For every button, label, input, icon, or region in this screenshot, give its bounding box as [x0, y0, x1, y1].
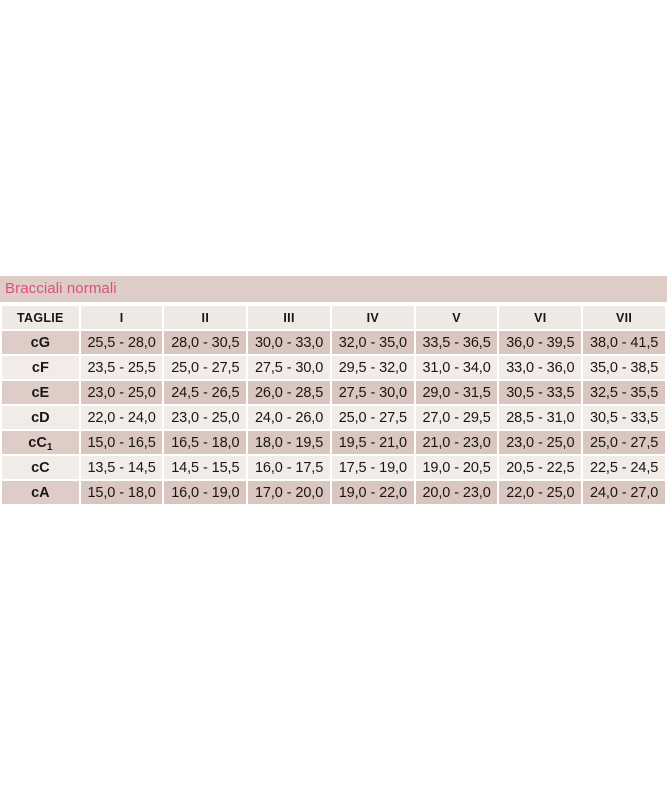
table-cell: 20,5 - 22,5: [499, 456, 582, 479]
table-cell: 30,0 - 33,0: [248, 331, 330, 354]
table-cell: 20,0 - 23,0: [415, 481, 498, 504]
row-label-cf: cF: [2, 356, 79, 379]
table-cell: 25,0 - 27,5: [583, 431, 665, 454]
table-cell: 36,0 - 39,5: [499, 331, 582, 354]
size-table-figure: Bracciali normali TAGLIE I II III IV V V…: [0, 276, 667, 506]
table-cell: 21,0 - 23,0: [415, 431, 498, 454]
table-cell: 28,5 - 31,0: [499, 406, 582, 429]
table-cell: 23,0 - 25,0: [80, 381, 163, 404]
row-label-cc: cC: [2, 456, 79, 479]
table-cell: 15,0 - 18,0: [80, 481, 163, 504]
table-cell: 23,0 - 25,0: [164, 406, 247, 429]
table-cell: 30,5 - 33,5: [583, 406, 665, 429]
table-cell: 19,5 - 21,0: [331, 431, 414, 454]
table-cell: 16,0 - 19,0: [164, 481, 247, 504]
table-cell: 30,5 - 33,5: [499, 381, 582, 404]
table-cell: 28,0 - 30,5: [164, 331, 247, 354]
table-row: cE 23,0 - 25,0 24,5 - 26,5 26,0 - 28,5 27,5 …: [2, 381, 665, 404]
table-cell: 23,5 - 25,5: [80, 356, 163, 379]
row-label-ca: cA: [2, 481, 79, 504]
row-label-ce: cE: [2, 381, 79, 404]
table-cell: 32,0 - 35,0: [331, 331, 414, 354]
table-cell: 25,0 - 27,5: [164, 356, 247, 379]
table-cell: 26,0 - 28,5: [248, 381, 330, 404]
table-body: cG 25,5 - 28,0 28,0 - 30,5 30,0 - 33,0 32,0 …: [2, 331, 665, 504]
table-cell: 38,0 - 41,5: [583, 331, 665, 354]
table-cell: 22,0 - 24,0: [80, 406, 163, 429]
table-cell: 16,5 - 18,0: [164, 431, 247, 454]
table-header-row: TAGLIE I II III IV V VI VII: [2, 306, 665, 329]
column-header-taglie: TAGLIE: [2, 306, 79, 329]
cuff-size-table: TAGLIE I II III IV V VI VII cG 25,5 - 28,…: [0, 304, 667, 506]
table-cell: 33,5 - 36,5: [415, 331, 498, 354]
table-title: Bracciali normali: [5, 280, 117, 297]
row-label-cc1: cC1: [2, 431, 79, 454]
table-cell: 19,0 - 20,5: [415, 456, 498, 479]
table-cell: 27,5 - 30,0: [331, 381, 414, 404]
table-cell: 33,0 - 36,0: [499, 356, 582, 379]
table-cell: 16,0 - 17,5: [248, 456, 330, 479]
table-cell: 17,0 - 20,0: [248, 481, 330, 504]
table-cell: 13,5 - 14,5: [80, 456, 163, 479]
table-cell: 22,5 - 24,5: [583, 456, 665, 479]
table-cell: 23,0 - 25,0: [499, 431, 582, 454]
table-row: cA 15,0 - 18,0 16,0 - 19,0 17,0 - 20,0 19,0 …: [2, 481, 665, 504]
table-row: cC 13,5 - 14,5 14,5 - 15,5 16,0 - 17,5 17,5 …: [2, 456, 665, 479]
column-header-ii: II: [164, 306, 247, 329]
table-row: cD 22,0 - 24,0 23,0 - 25,0 24,0 - 26,0 25,0 …: [2, 406, 665, 429]
table-cell: 27,5 - 30,0: [248, 356, 330, 379]
table-cell: 25,5 - 28,0: [80, 331, 163, 354]
table-cell: 29,0 - 31,5: [415, 381, 498, 404]
table-cell: 19,0 - 22,0: [331, 481, 414, 504]
table-cell: 15,0 - 16,5: [80, 431, 163, 454]
table-cell: 24,0 - 27,0: [583, 481, 665, 504]
table-cell: 24,5 - 26,5: [164, 381, 247, 404]
table-cell: 31,0 - 34,0: [415, 356, 498, 379]
row-label-cg: cG: [2, 331, 79, 354]
table-cell: 18,0 - 19,5: [248, 431, 330, 454]
column-header-v: V: [415, 306, 498, 329]
column-header-iii: III: [248, 306, 330, 329]
column-header-vii: VII: [583, 306, 665, 329]
table-row: cF 23,5 - 25,5 25,0 - 27,5 27,5 - 30,0 29,5 …: [2, 356, 665, 379]
row-label-subscript: 1: [46, 441, 53, 453]
table-cell: 22,0 - 25,0: [499, 481, 582, 504]
table-row: cC1 15,0 - 16,5 16,5 - 18,0 18,0 - 19,5 19,5…: [2, 431, 665, 454]
table-cell: 29,5 - 32,0: [331, 356, 414, 379]
table-cell: 17,5 - 19,0: [331, 456, 414, 479]
table-title-band: Bracciali normali: [0, 276, 667, 302]
column-header-iv: IV: [331, 306, 414, 329]
table-row: cG 25,5 - 28,0 28,0 - 30,5 30,0 - 33,0 32,0 …: [2, 331, 665, 354]
table-cell: 25,0 - 27,5: [331, 406, 414, 429]
column-header-i: I: [80, 306, 163, 329]
table-cell: 24,0 - 26,0: [248, 406, 330, 429]
table-cell: 32,5 - 35,5: [583, 381, 665, 404]
table-cell: 14,5 - 15,5: [164, 456, 247, 479]
table-cell: 27,0 - 29,5: [415, 406, 498, 429]
table-cell: 35,0 - 38,5: [583, 356, 665, 379]
column-header-vi: VI: [499, 306, 582, 329]
row-label-cd: cD: [2, 406, 79, 429]
